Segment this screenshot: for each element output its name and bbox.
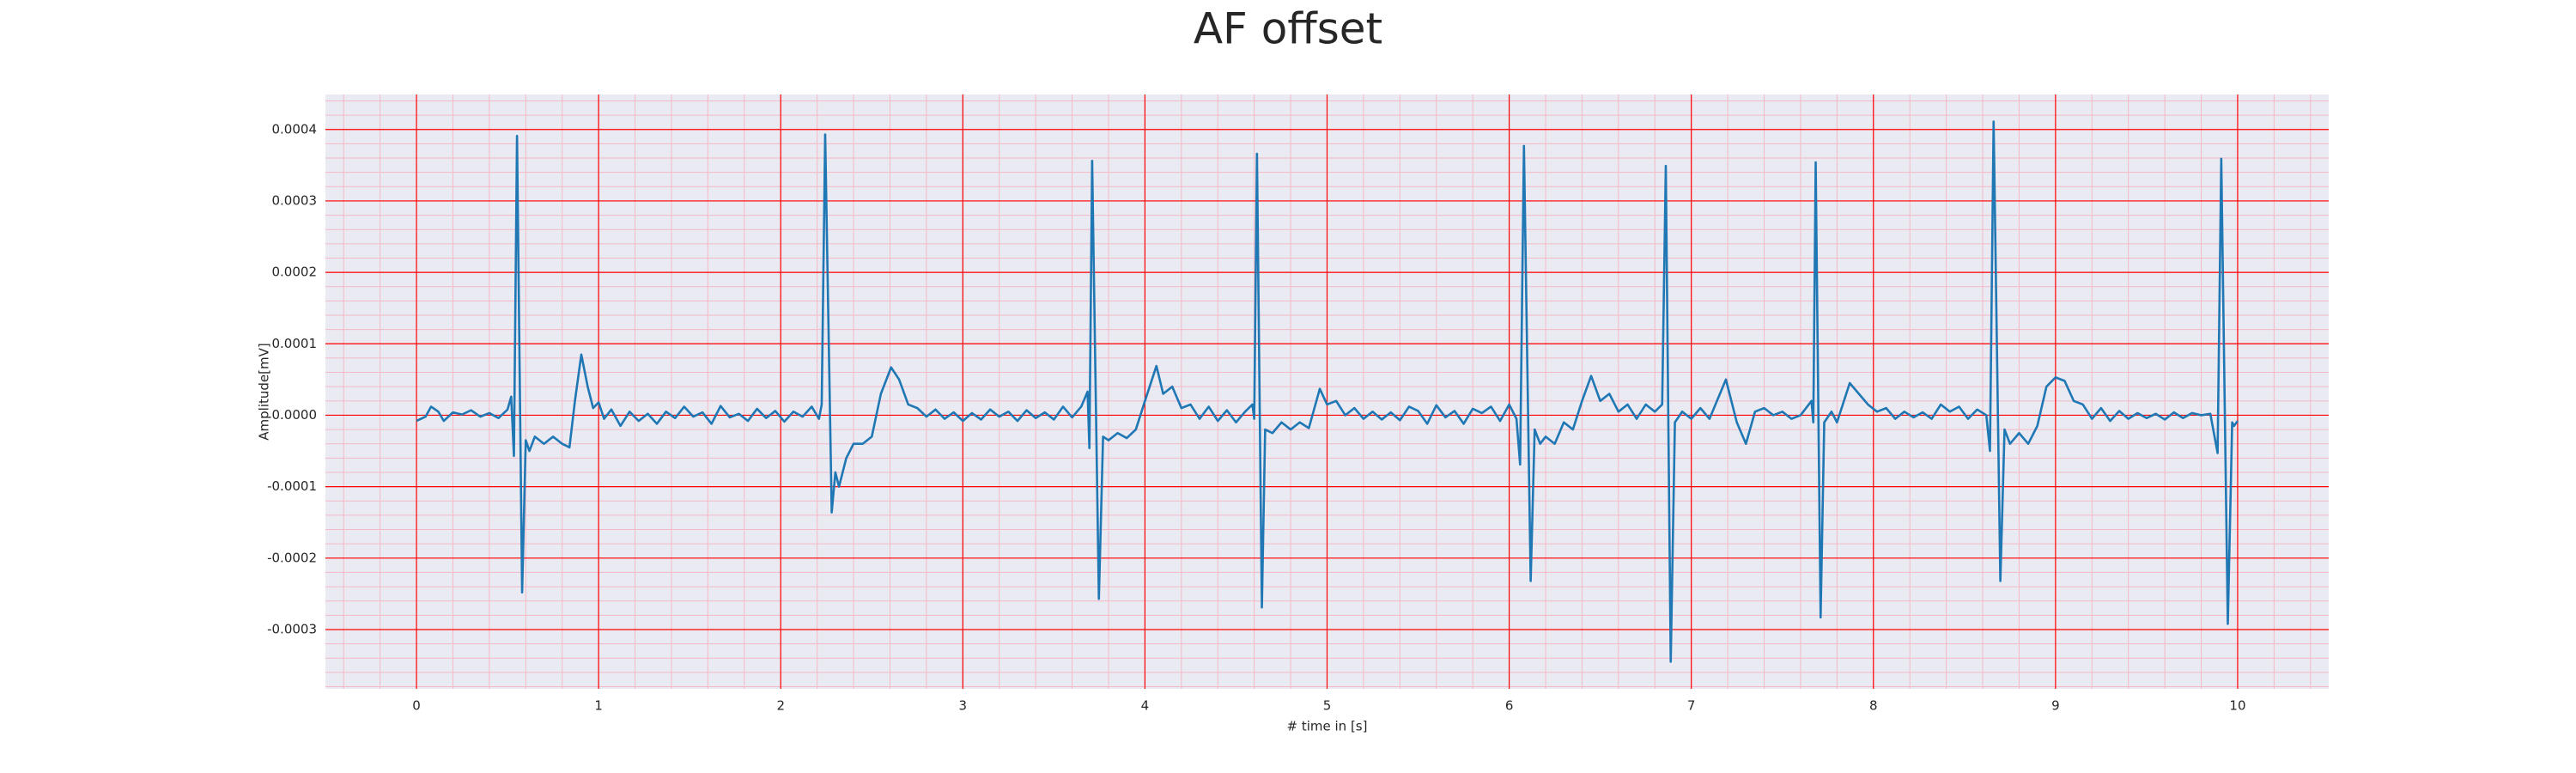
chart-title: AF offset <box>1194 4 1382 54</box>
y-tick-label: 0.0003 <box>272 192 318 208</box>
x-tick-label: 4 <box>1141 698 1150 714</box>
x-axis-label: # time in [s] <box>1287 719 1368 734</box>
y-tick-label: 0.0002 <box>272 265 318 280</box>
x-tick-label: 6 <box>1505 698 1514 714</box>
y-tick-label: 0.0000 <box>272 407 318 423</box>
y-tick-label: -0.0003 <box>267 621 317 636</box>
x-tick-label: 7 <box>1687 698 1696 714</box>
x-tick-label: 8 <box>1869 698 1878 714</box>
x-tick-label: 3 <box>959 698 968 714</box>
x-tick-label: 10 <box>2229 698 2245 714</box>
x-tick-label: 2 <box>776 698 785 714</box>
y-tick-label: -0.0001 <box>267 478 317 494</box>
x-tick-label: 9 <box>2051 698 2060 714</box>
x-tick-label: 1 <box>594 698 603 714</box>
y-tick-label: -0.0002 <box>267 550 317 565</box>
x-tick-label: 0 <box>412 698 421 714</box>
signal-line <box>416 120 2239 663</box>
x-tick-label: 5 <box>1323 698 1332 714</box>
y-axis-label: Amplitude[mV] <box>257 343 272 440</box>
y-tick-label: 0.0004 <box>272 121 318 137</box>
y-tick-label: 0.0001 <box>272 336 318 351</box>
